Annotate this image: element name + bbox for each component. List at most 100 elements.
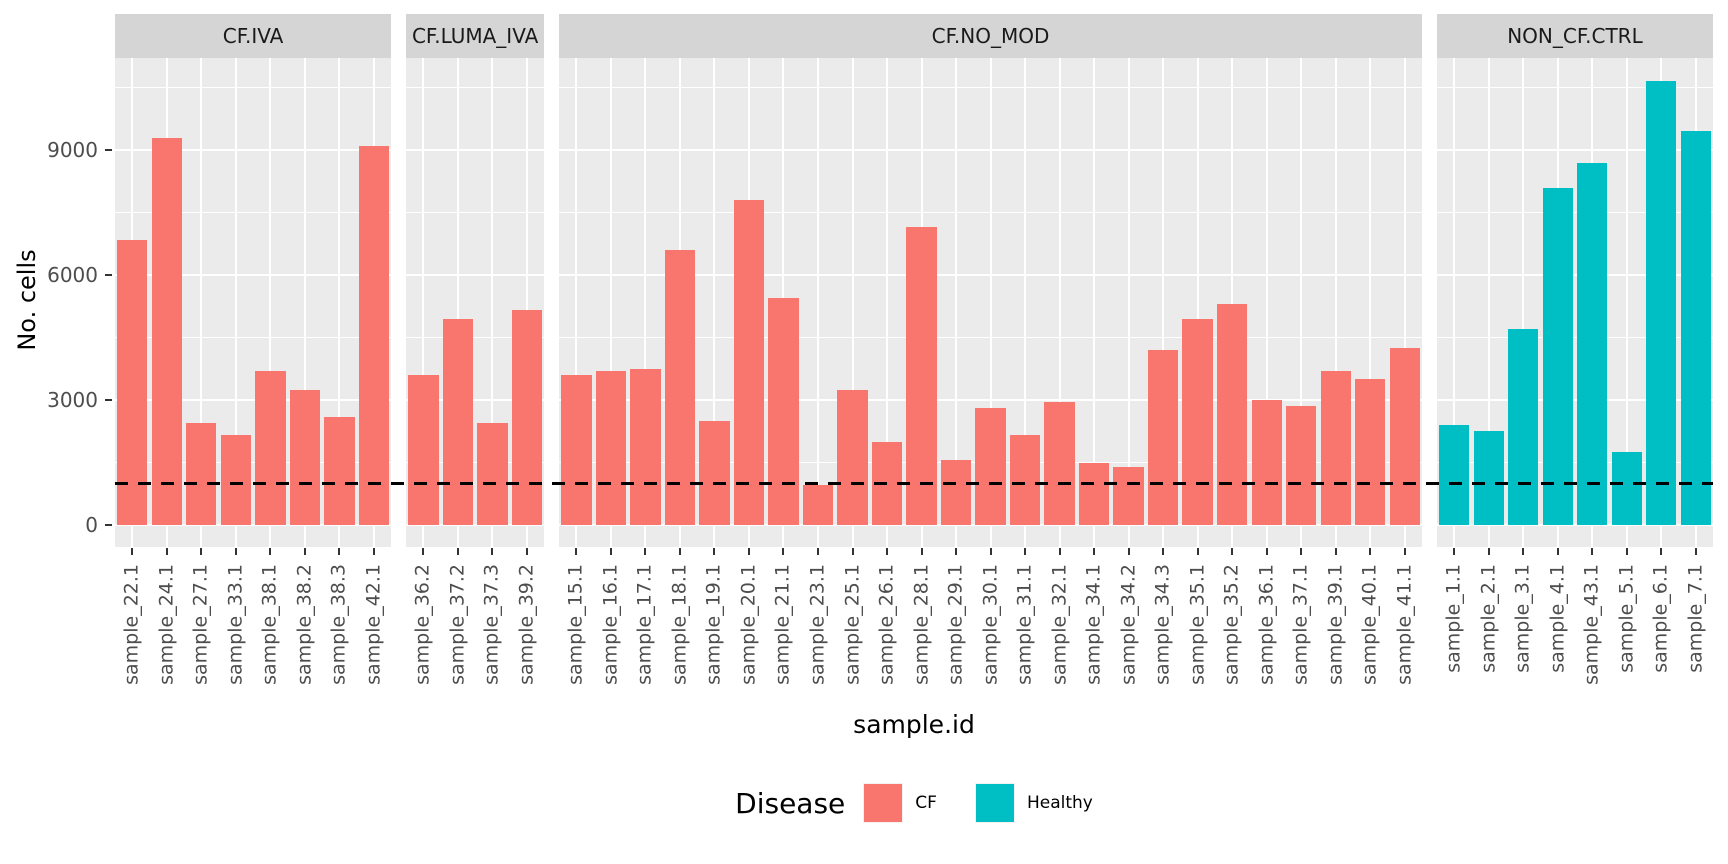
x-tick-mark	[1284, 547, 1319, 559]
bar-slot	[150, 58, 185, 547]
x-tick-mark	[288, 547, 323, 559]
bar-slot	[904, 58, 939, 547]
x-gridline	[1300, 58, 1303, 547]
bar-slot	[835, 58, 870, 547]
bar-slot	[184, 58, 219, 547]
minor-gridline	[406, 336, 545, 338]
x-tick-label: sample_34.3	[1151, 564, 1174, 685]
x-gridline	[817, 58, 819, 547]
legend-key-swatch	[863, 783, 904, 823]
bar-slot	[441, 58, 476, 547]
bar-slot	[1575, 58, 1610, 547]
x-tick-label: sample_39.2	[515, 564, 538, 685]
x-axis-title: sample.id	[853, 710, 975, 739]
minor-gridline	[115, 86, 392, 88]
bar	[1355, 379, 1386, 525]
bar-slot	[1540, 58, 1575, 547]
x-tick-mark	[766, 547, 801, 559]
x-label-slot: sample_7.1	[1679, 559, 1714, 707]
x-tick-mark	[1008, 547, 1043, 559]
bar	[1217, 304, 1248, 525]
y-tick-mark	[105, 524, 112, 526]
x-label-slot: sample_15.1	[559, 559, 594, 707]
x-tick-row	[406, 547, 544, 559]
bar-slot	[253, 58, 288, 547]
x-gridline	[1127, 58, 1130, 547]
x-tick-label: sample_21.1	[771, 564, 794, 685]
x-label-slot: sample_39.2	[510, 559, 545, 707]
bar-slot	[406, 58, 441, 547]
x-tick-label: sample_17.1	[633, 564, 656, 685]
x-gridline	[525, 58, 528, 547]
x-label-slot: sample_36.2	[406, 559, 441, 707]
minor-gridline	[1436, 211, 1714, 213]
x-tick-mark	[1506, 547, 1541, 559]
x-tick-row	[115, 547, 391, 559]
x-tick-label: sample_42.1	[362, 564, 385, 685]
facet-panel	[406, 58, 545, 547]
x-tick-label: sample_37.1	[1289, 564, 1312, 685]
x-tick-label: sample_1.1	[1442, 564, 1465, 673]
bar	[1044, 402, 1075, 525]
bar-slot	[1111, 58, 1146, 547]
bar	[1182, 318, 1213, 525]
bar	[1438, 425, 1470, 525]
x-label-slot: sample_41.1	[1388, 559, 1423, 707]
bar	[837, 389, 868, 525]
bar	[1009, 435, 1041, 525]
minor-gridline	[115, 211, 392, 213]
bar-slot	[697, 58, 732, 547]
x-label-slot: sample_6.1	[1644, 559, 1679, 707]
bar	[630, 368, 661, 525]
x-tick-mark	[870, 547, 905, 559]
x-tick-label: sample_35.1	[1186, 564, 1209, 685]
x-gridline	[1334, 58, 1337, 547]
x-gridline	[1403, 58, 1406, 547]
x-label-slot: sample_1.1	[1437, 559, 1472, 707]
x-gridline	[1625, 58, 1628, 547]
x-tick-label: sample_37.2	[446, 564, 469, 685]
x-gridline	[1058, 58, 1061, 547]
bar	[151, 137, 182, 525]
x-label-slot: sample_28.1	[904, 559, 939, 707]
major-gridline	[1436, 274, 1714, 276]
bar-slot	[1146, 58, 1181, 547]
y-tick-label: 9000	[47, 138, 98, 162]
bar	[358, 145, 390, 525]
major-gridline	[115, 524, 392, 526]
bar-slot	[870, 58, 905, 547]
y-tick-label: 6000	[47, 263, 98, 287]
x-tick-mark	[939, 547, 974, 559]
x-tick-mark	[628, 547, 663, 559]
slot-layer	[406, 58, 544, 547]
major-gridline	[406, 524, 545, 526]
bar-slot	[1215, 58, 1250, 547]
x-tick-mark	[904, 547, 939, 559]
bar	[1320, 370, 1351, 525]
x-label-slot: sample_5.1	[1610, 559, 1645, 707]
bar	[186, 422, 217, 525]
bar	[1473, 431, 1504, 525]
x-tick-mark	[1111, 547, 1146, 559]
x-label-slot: sample_37.2	[441, 559, 476, 707]
x-tick-row	[559, 547, 1422, 559]
x-tick-mark	[973, 547, 1008, 559]
x-tick-label: sample_2.1	[1477, 564, 1500, 673]
x-label-slot: sample_4.1	[1540, 559, 1575, 707]
major-gridline	[1436, 399, 1714, 401]
x-label-slot: sample_27.1	[184, 559, 219, 707]
x-tick-label: sample_30.1	[979, 564, 1002, 685]
bar	[1611, 452, 1642, 525]
x-label-slot: sample_24.1	[150, 559, 185, 707]
x-label-slot: sample_35.1	[1180, 559, 1215, 707]
x-tick-label: sample_3.1	[1511, 564, 1534, 673]
x-tick-label: sample_35.2	[1220, 564, 1243, 685]
legend-item-label: CF	[915, 793, 937, 813]
bar	[1646, 81, 1677, 525]
bar	[408, 375, 439, 525]
y-tick-label: 3000	[47, 388, 98, 412]
x-label-slot: sample_36.1	[1249, 559, 1284, 707]
x-tick-mark	[1180, 547, 1215, 559]
x-tick-label: sample_4.1	[1546, 564, 1569, 673]
